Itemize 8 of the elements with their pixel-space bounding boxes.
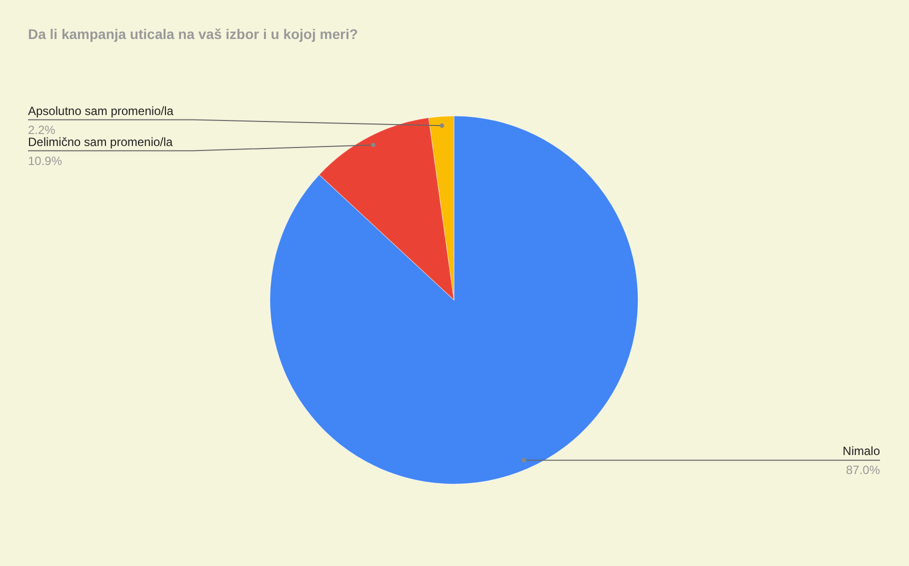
slice-label: Apsolutno sam promenio/la [28,104,174,118]
slice-label: Nimalo [842,444,880,458]
data-label: 87.0% [846,463,880,478]
data-label: 2.2% [28,122,56,137]
pie-slice [270,116,638,484]
data-label: 10.9% [28,154,62,168]
slice-label: Delimično sam promenio/la [28,134,174,149]
chart-title: Da li kampanja uticala na vaš izbor i u kojoj meri? [28,26,358,42]
